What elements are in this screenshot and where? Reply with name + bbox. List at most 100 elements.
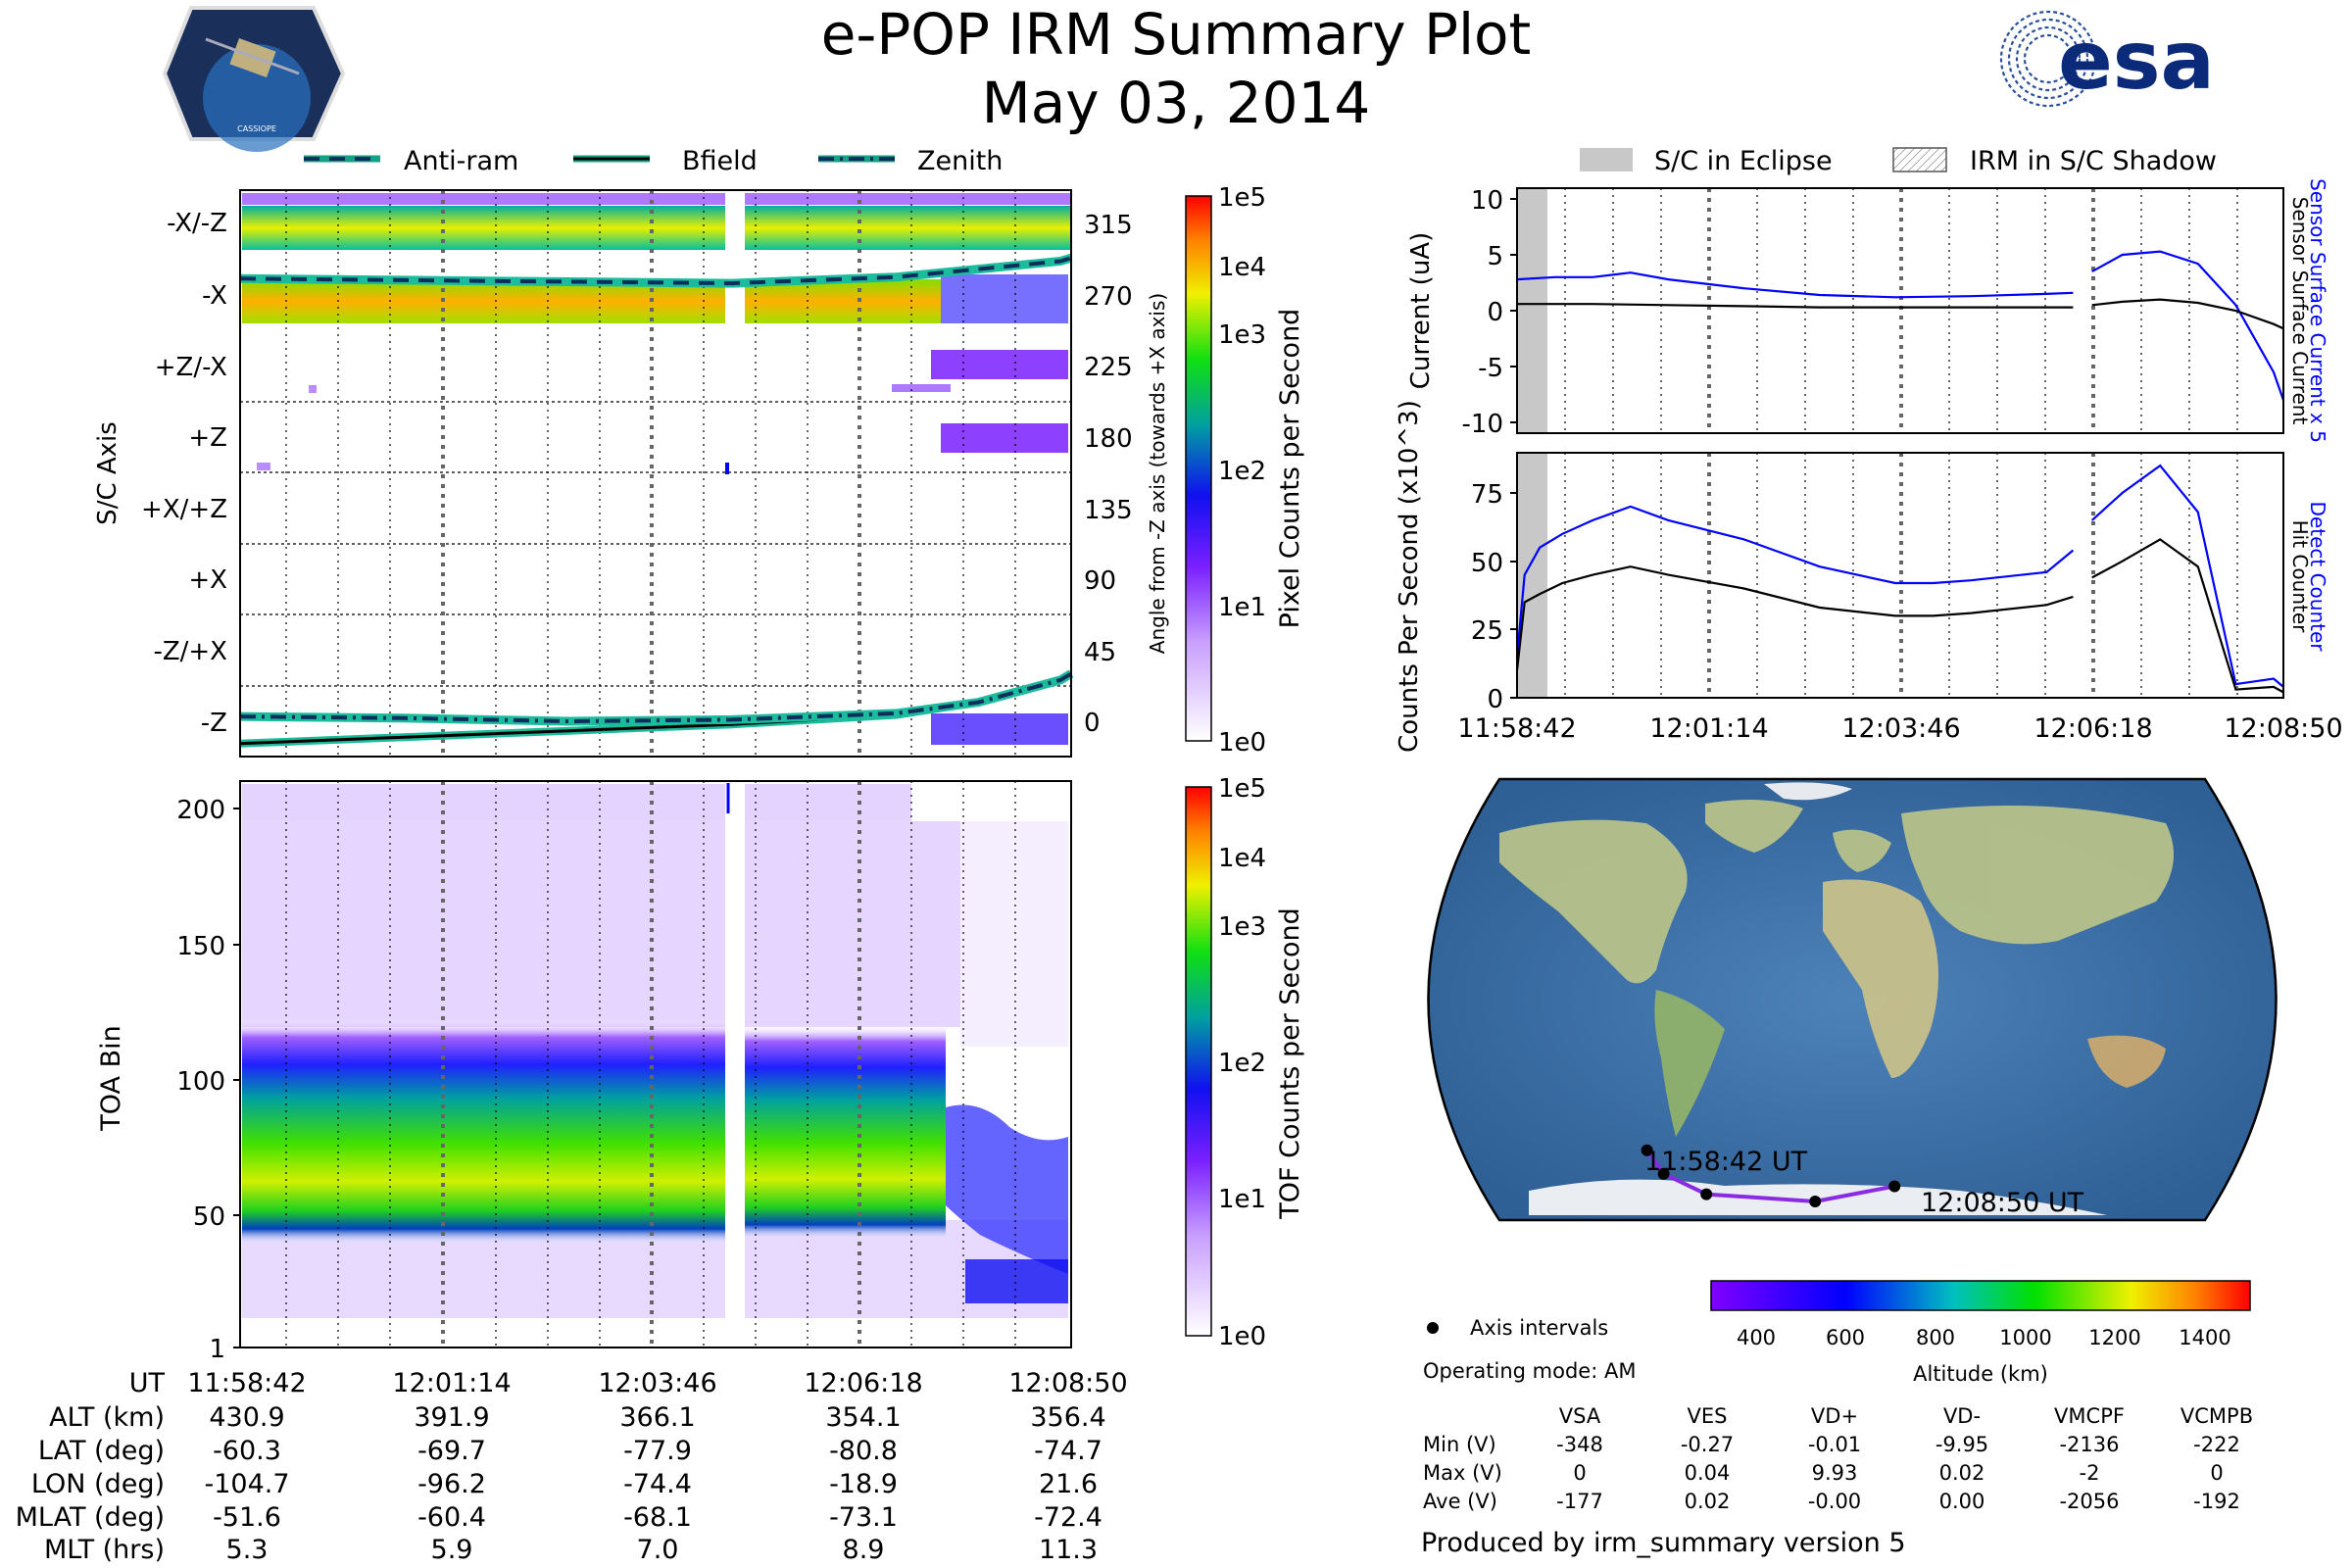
orbit-point [1700,1188,1713,1200]
volt-cell: -0.01 [1808,1433,1861,1456]
sc-cat-7: -Z [201,709,227,738]
ephemeris-table: UT 11:58:42 12:01:14 12:03:46 12:06:18 1… [16,1368,1128,1565]
counts-panel: 0 25 50 75 Counts Per Second (x10^3) Det… [1395,400,2343,753]
current-series-line [1517,303,2074,309]
table-cell: -73.1 [829,1502,898,1533]
voltage-table: VSA VES VD+ VD- VMCPF VCMPB Min (V) -348… [1423,1404,2253,1513]
sc-line-anti-ram [239,256,1072,286]
current-series-line [2091,298,2284,330]
counts-ytick-0: 0 [1487,685,1503,714]
table-row-label: LAT (deg) [38,1436,165,1466]
table-cell: -96.2 [417,1469,486,1499]
counts-series-line [2091,538,2284,694]
sc-right-2: 225 [1084,353,1133,382]
sc-cb-tick-5: 1e0 [1218,728,1266,758]
table-cell: 11.3 [1039,1535,1098,1565]
volt-cell: 0 [2210,1461,2223,1485]
counts-xtick-4: 12:08:50 [2224,713,2342,744]
volt-cell: -2056 [2059,1490,2119,1513]
current-ytick-10: 10 [1471,186,1503,216]
volt-cell: -2 [2080,1461,2100,1485]
table-cell: 8.9 [843,1535,885,1565]
table-cell: -60.3 [213,1436,281,1466]
counts-series-line [1515,505,2075,658]
toa-ylabel: TOA Bin [96,1025,126,1131]
current-panel: 10 5 0 -5 -10 Current (uA) Sensor Surfac… [1406,178,2329,443]
casiope-logo: CASSIOPE [162,6,346,152]
table-cell: -51.6 [213,1502,281,1533]
sc-cat-6: -Z/+X [153,637,227,666]
legend-right: S/C in Eclipse IRM in S/C Shadow [1580,146,2217,176]
axis-interval-marker [1427,1322,1439,1334]
sc-cb-label: Pixel Counts per Second [1275,309,1305,629]
table-cell: 5.3 [226,1535,269,1565]
alt-tick-400: 400 [1737,1326,1776,1349]
volt-cell: -348 [1556,1433,1603,1456]
sc-right-0: 315 [1084,211,1133,240]
volt-row-label: Min (V) [1423,1433,1496,1456]
alt-tick-800: 800 [1916,1326,1955,1349]
current-lines [1516,250,2285,401]
sc-cb-tick-4: 1e1 [1218,593,1266,622]
current-ytick-5: 5 [1487,242,1503,271]
current-series-line [1516,271,2074,299]
orbit-point [1641,1144,1653,1156]
current-right-label-blue: Sensor Surface Current x 5 [2306,178,2329,443]
table-cell: 366.1 [619,1402,695,1433]
footer-credit: Produced by irm_summary version 5 [1421,1528,1906,1558]
alt-tick-1200: 1200 [2088,1326,2140,1349]
legend-top: Anti-ram Bfield Zenith [304,146,1003,176]
volt-col: VD- [1943,1404,1981,1428]
volt-cell: 9.93 [1812,1461,1858,1485]
volt-cell: -192 [2193,1490,2240,1513]
table-row-label: MLT (hrs) [44,1535,165,1565]
volt-cell: -222 [2193,1433,2240,1456]
toa-ytick-150: 150 [176,932,225,961]
toa-cb-tick-5: 1e0 [1218,1322,1266,1351]
legend-shadow: IRM in S/C Shadow [1970,146,2217,176]
esa-logo-text: esa [2058,15,2215,108]
toa-ytick-100: 100 [176,1067,225,1097]
counts-ylabel: Counts Per Second (x10^3) [1395,400,1424,753]
table-row-label: ALT (km) [49,1402,165,1433]
orbit-end-label: 12:08:50 UT [1921,1188,2084,1218]
table-cell: 5.9 [431,1535,473,1565]
sc-axis-ylabel: S/C Axis [93,421,122,525]
current-right-label-black: Sensor Surface Current [2288,197,2312,425]
table-row-label: MLAT (deg) [16,1502,165,1533]
sc-right-3: 180 [1084,424,1133,454]
orbit-point [1888,1180,1901,1193]
table-ut-2: 12:03:46 [598,1368,716,1398]
table-cell: -60.4 [417,1502,486,1533]
plot-date: May 03, 2014 [982,70,1371,136]
volt-cell: -177 [1556,1490,1603,1513]
table-cell: -72.4 [1034,1502,1102,1533]
toa-ytick-200: 200 [176,796,225,825]
sc-cb-tick-1: 1e4 [1218,253,1266,282]
sc-cb-tick-3: 1e2 [1218,457,1266,486]
table-ut-4: 12:08:50 [1008,1368,1127,1398]
alt-tick-1000: 1000 [1999,1326,2051,1349]
table-cell: 430.9 [209,1402,284,1433]
table-cell: 356.4 [1030,1402,1105,1433]
sc-right-6: 45 [1084,638,1116,667]
volt-cell: -0.27 [1681,1433,1734,1456]
counts-xtick-1: 12:01:14 [1649,713,1768,744]
legend-bfield: Bfield [682,146,758,176]
toa-cb-tick-0: 1e5 [1218,774,1266,804]
sc-right-1: 270 [1084,282,1133,312]
casiope-logo-text: CASSIOPE [237,124,276,133]
sc-cat-2: +Z/-X [155,353,227,382]
sc-axis-panel: -X/-Z -X +Z/-X +Z +X/+Z +X -Z/+X -Z S/C … [93,189,1169,758]
volt-cell: 0.02 [1685,1490,1731,1513]
orbit-points [1641,1144,1901,1207]
table-cell: -104.7 [204,1469,289,1499]
counts-ytick-75: 75 [1471,480,1503,510]
table-cell: -74.7 [1034,1436,1102,1466]
counts-series-line [2090,464,2284,688]
toa-cb-tick-1: 1e4 [1218,844,1266,873]
sc-cb-tick-2: 1e3 [1218,320,1266,350]
volt-cell: -9.95 [1936,1433,1988,1456]
table-cell: -80.8 [829,1436,898,1466]
